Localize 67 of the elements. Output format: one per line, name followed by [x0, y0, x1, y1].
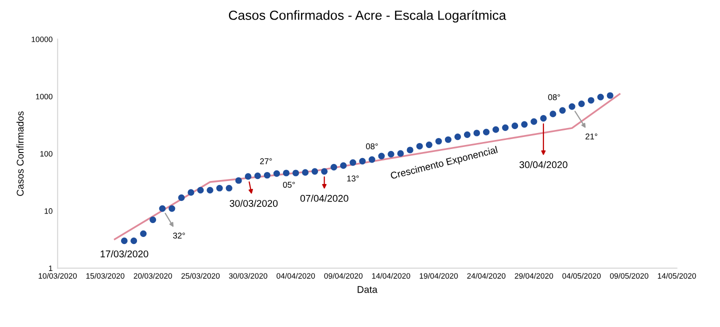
point — [368, 156, 376, 163]
line-series — [114, 93, 620, 240]
point — [550, 110, 556, 118]
point — [282, 170, 290, 176]
point — [226, 184, 232, 192]
annotation: 30/04/2020 — [519, 161, 568, 168]
point — [388, 150, 394, 158]
point — [159, 205, 166, 212]
point — [168, 205, 176, 212]
annotation: 08° — [366, 143, 378, 150]
x-axis-title: Data — [358, 286, 378, 293]
point — [512, 122, 518, 130]
annotation: 08° — [548, 94, 560, 100]
point — [578, 100, 585, 108]
point — [597, 94, 604, 100]
annotation: 30/03/2020 — [230, 200, 278, 207]
point — [568, 103, 576, 110]
point — [435, 138, 442, 145]
point — [130, 238, 138, 244]
point — [359, 158, 366, 164]
point — [188, 189, 194, 196]
point — [216, 184, 223, 192]
point — [150, 216, 156, 224]
point — [235, 177, 242, 184]
point — [330, 164, 338, 171]
point — [350, 159, 356, 166]
annotation: 05° — [283, 182, 295, 188]
point — [454, 134, 461, 140]
point — [530, 118, 538, 125]
point — [254, 172, 261, 180]
point — [264, 172, 270, 179]
annotation: 21° — [586, 133, 598, 140]
point — [502, 124, 509, 131]
point — [416, 142, 423, 150]
point — [206, 186, 214, 194]
point — [540, 115, 547, 122]
point — [321, 168, 328, 175]
point — [464, 131, 471, 138]
point — [292, 170, 300, 176]
point — [521, 121, 528, 128]
annotation: 13° — [347, 176, 359, 182]
annotation: 32° — [173, 232, 185, 239]
point — [312, 168, 318, 175]
annotation: 27° — [260, 158, 272, 164]
annotation: 07/04/2020 — [300, 194, 348, 202]
point — [406, 146, 414, 154]
point — [378, 152, 385, 160]
point — [482, 128, 490, 136]
point — [302, 169, 309, 176]
point — [588, 97, 594, 104]
point — [197, 186, 204, 194]
y-axis-title: Casos Confirmados — [16, 111, 24, 196]
point — [273, 170, 280, 177]
point — [244, 173, 252, 180]
point — [120, 238, 128, 244]
point — [140, 230, 147, 237]
point — [473, 130, 480, 136]
point — [444, 136, 452, 143]
point — [559, 107, 566, 114]
point — [492, 126, 500, 133]
point — [340, 162, 347, 169]
point — [426, 142, 432, 148]
annotation: 17/03/2020 — [100, 250, 148, 258]
point — [178, 194, 185, 202]
point — [397, 150, 404, 157]
point — [606, 92, 614, 99]
chart-title: Casos Confirmados - Acre - Escala Logarítmica — [228, 10, 506, 23]
